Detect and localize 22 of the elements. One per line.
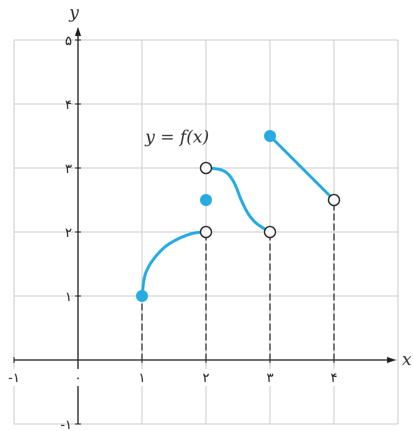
y-tick-label: ۳: [65, 162, 72, 177]
x-tick-label: -۱: [8, 371, 20, 386]
point: [136, 290, 148, 302]
x-tick-label: ۳: [266, 371, 274, 386]
y-tick-label: -۱: [60, 418, 72, 431]
x-tick-label: ۰: [74, 371, 82, 386]
point: [328, 194, 340, 206]
y-tick-label: ۱: [65, 290, 72, 305]
point: [200, 162, 212, 174]
point: [264, 130, 276, 142]
x-tick-label: ۴: [330, 371, 338, 386]
point: [200, 194, 212, 206]
x-axis-title: x: [402, 350, 412, 370]
y-tick-label: ۲: [65, 226, 72, 241]
y-axis-title: y: [68, 3, 80, 23]
point: [264, 226, 276, 238]
y-tick-label: ۵: [65, 34, 72, 49]
point: [200, 226, 212, 238]
x-tick-label: ۱: [138, 371, 146, 386]
annotation: y = f(x): [144, 127, 210, 148]
y-tick-label: ۴: [65, 98, 72, 113]
x-tick-label: ۲: [202, 371, 210, 386]
